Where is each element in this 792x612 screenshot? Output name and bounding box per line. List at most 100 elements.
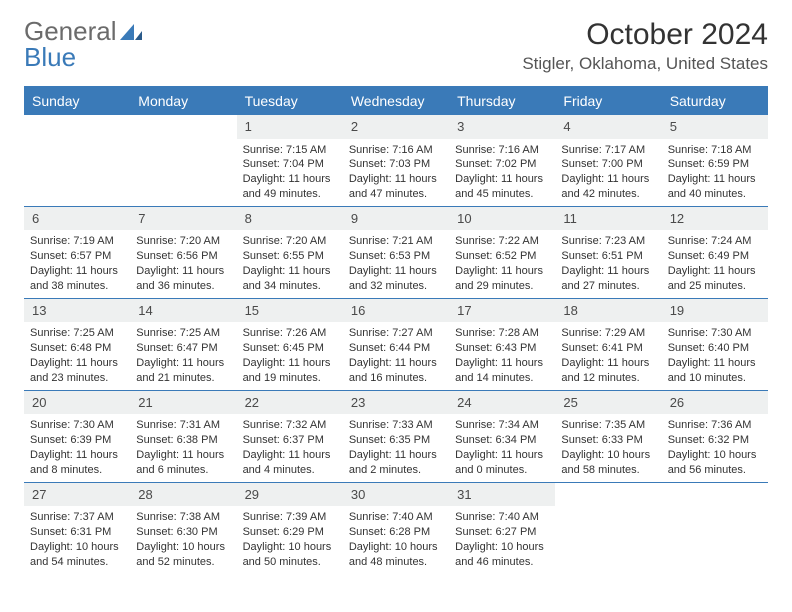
sunset-text: Sunset: 6:53 PM: [349, 249, 443, 264]
day-details: Sunrise: 7:22 AMSunset: 6:52 PMDaylight:…: [449, 230, 555, 297]
sunset-text: Sunset: 6:30 PM: [136, 525, 230, 540]
daylight-text: Daylight: 10 hours and 56 minutes.: [668, 448, 762, 478]
day-details: Sunrise: 7:27 AMSunset: 6:44 PMDaylight:…: [343, 322, 449, 389]
day-number: 20: [24, 391, 130, 415]
daylight-text: Daylight: 11 hours and 49 minutes.: [243, 172, 337, 202]
day-details: Sunrise: 7:16 AMSunset: 7:03 PMDaylight:…: [343, 139, 449, 206]
day-header: Monday: [130, 87, 236, 115]
day-of-week-row: SundayMondayTuesdayWednesdayThursdayFrid…: [24, 87, 768, 115]
daylight-text: Daylight: 11 hours and 16 minutes.: [349, 356, 443, 386]
sunset-text: Sunset: 6:37 PM: [243, 433, 337, 448]
daylight-text: Daylight: 11 hours and 10 minutes.: [668, 356, 762, 386]
day-cell: 27Sunrise: 7:37 AMSunset: 6:31 PMDayligh…: [24, 482, 130, 573]
day-number: 10: [449, 207, 555, 231]
sunrise-text: Sunrise: 7:29 AM: [561, 326, 655, 341]
sunrise-text: Sunrise: 7:19 AM: [30, 234, 124, 249]
sunset-text: Sunset: 7:00 PM: [561, 157, 655, 172]
sunset-text: Sunset: 6:29 PM: [243, 525, 337, 540]
sunrise-text: Sunrise: 7:24 AM: [668, 234, 762, 249]
sunrise-text: Sunrise: 7:30 AM: [30, 418, 124, 433]
daylight-text: Daylight: 11 hours and 2 minutes.: [349, 448, 443, 478]
sunset-text: Sunset: 6:40 PM: [668, 341, 762, 356]
sunset-text: Sunset: 7:04 PM: [243, 157, 337, 172]
sunrise-text: Sunrise: 7:25 AM: [30, 326, 124, 341]
day-details: Sunrise: 7:17 AMSunset: 7:00 PMDaylight:…: [555, 139, 661, 206]
week-row: 1Sunrise: 7:15 AMSunset: 7:04 PMDaylight…: [24, 115, 768, 207]
sunset-text: Sunset: 6:44 PM: [349, 341, 443, 356]
sunset-text: Sunset: 7:02 PM: [455, 157, 549, 172]
month-title: October 2024: [522, 18, 768, 52]
day-header: Saturday: [662, 87, 768, 115]
brand-logo: GeneralBlue: [24, 18, 142, 70]
sunset-text: Sunset: 6:41 PM: [561, 341, 655, 356]
day-details: Sunrise: 7:16 AMSunset: 7:02 PMDaylight:…: [449, 139, 555, 206]
day-number: 22: [237, 391, 343, 415]
sunrise-text: Sunrise: 7:34 AM: [455, 418, 549, 433]
day-number: 16: [343, 299, 449, 323]
day-number: 25: [555, 391, 661, 415]
sunset-text: Sunset: 6:45 PM: [243, 341, 337, 356]
sunrise-text: Sunrise: 7:33 AM: [349, 418, 443, 433]
week-row: 27Sunrise: 7:37 AMSunset: 6:31 PMDayligh…: [24, 482, 768, 573]
day-header: Thursday: [449, 87, 555, 115]
day-cell: 10Sunrise: 7:22 AMSunset: 6:52 PMDayligh…: [449, 206, 555, 298]
day-details: Sunrise: 7:19 AMSunset: 6:57 PMDaylight:…: [24, 230, 130, 297]
sunset-text: Sunset: 6:57 PM: [30, 249, 124, 264]
day-cell: 17Sunrise: 7:28 AMSunset: 6:43 PMDayligh…: [449, 298, 555, 390]
day-number: 6: [24, 207, 130, 231]
header: GeneralBlue October 2024 Stigler, Oklaho…: [24, 18, 768, 74]
day-cell: 28Sunrise: 7:38 AMSunset: 6:30 PMDayligh…: [130, 482, 236, 573]
day-number: 15: [237, 299, 343, 323]
week-row: 6Sunrise: 7:19 AMSunset: 6:57 PMDaylight…: [24, 206, 768, 298]
sunset-text: Sunset: 6:32 PM: [668, 433, 762, 448]
day-cell: [130, 115, 236, 207]
day-details: Sunrise: 7:31 AMSunset: 6:38 PMDaylight:…: [130, 414, 236, 481]
daylight-text: Daylight: 10 hours and 52 minutes.: [136, 540, 230, 570]
day-cell: [555, 482, 661, 573]
daylight-text: Daylight: 11 hours and 47 minutes.: [349, 172, 443, 202]
daylight-text: Daylight: 11 hours and 0 minutes.: [455, 448, 549, 478]
day-details: Sunrise: 7:15 AMSunset: 7:04 PMDaylight:…: [237, 139, 343, 206]
day-cell: 25Sunrise: 7:35 AMSunset: 6:33 PMDayligh…: [555, 390, 661, 482]
calendar-table: SundayMondayTuesdayWednesdayThursdayFrid…: [24, 86, 768, 574]
day-cell: 8Sunrise: 7:20 AMSunset: 6:55 PMDaylight…: [237, 206, 343, 298]
sunset-text: Sunset: 6:49 PM: [668, 249, 762, 264]
day-details: Sunrise: 7:40 AMSunset: 6:28 PMDaylight:…: [343, 506, 449, 573]
day-details: Sunrise: 7:35 AMSunset: 6:33 PMDaylight:…: [555, 414, 661, 481]
daylight-text: Daylight: 11 hours and 42 minutes.: [561, 172, 655, 202]
day-cell: 5Sunrise: 7:18 AMSunset: 6:59 PMDaylight…: [662, 115, 768, 207]
sunrise-text: Sunrise: 7:40 AM: [349, 510, 443, 525]
sunrise-text: Sunrise: 7:35 AM: [561, 418, 655, 433]
week-row: 13Sunrise: 7:25 AMSunset: 6:48 PMDayligh…: [24, 298, 768, 390]
day-details: Sunrise: 7:23 AMSunset: 6:51 PMDaylight:…: [555, 230, 661, 297]
day-cell: 24Sunrise: 7:34 AMSunset: 6:34 PMDayligh…: [449, 390, 555, 482]
sunset-text: Sunset: 6:31 PM: [30, 525, 124, 540]
day-number: 26: [662, 391, 768, 415]
daylight-text: Daylight: 11 hours and 38 minutes.: [30, 264, 124, 294]
day-number: 23: [343, 391, 449, 415]
week-row: 20Sunrise: 7:30 AMSunset: 6:39 PMDayligh…: [24, 390, 768, 482]
day-cell: 22Sunrise: 7:32 AMSunset: 6:37 PMDayligh…: [237, 390, 343, 482]
location-subtitle: Stigler, Oklahoma, United States: [522, 54, 768, 74]
day-number: 31: [449, 483, 555, 507]
daylight-text: Daylight: 10 hours and 48 minutes.: [349, 540, 443, 570]
day-details: Sunrise: 7:39 AMSunset: 6:29 PMDaylight:…: [237, 506, 343, 573]
day-number: 5: [662, 115, 768, 139]
day-cell: [662, 482, 768, 573]
logo-sail-icon: [120, 18, 142, 34]
sunrise-text: Sunrise: 7:18 AM: [668, 143, 762, 158]
sunset-text: Sunset: 6:34 PM: [455, 433, 549, 448]
sunrise-text: Sunrise: 7:36 AM: [668, 418, 762, 433]
day-number: 18: [555, 299, 661, 323]
sunset-text: Sunset: 6:55 PM: [243, 249, 337, 264]
day-number: 12: [662, 207, 768, 231]
daylight-text: Daylight: 11 hours and 34 minutes.: [243, 264, 337, 294]
day-cell: 7Sunrise: 7:20 AMSunset: 6:56 PMDaylight…: [130, 206, 236, 298]
daylight-text: Daylight: 11 hours and 23 minutes.: [30, 356, 124, 386]
sunset-text: Sunset: 6:38 PM: [136, 433, 230, 448]
day-details: Sunrise: 7:38 AMSunset: 6:30 PMDaylight:…: [130, 506, 236, 573]
day-details: Sunrise: 7:30 AMSunset: 6:39 PMDaylight:…: [24, 414, 130, 481]
day-cell: 11Sunrise: 7:23 AMSunset: 6:51 PMDayligh…: [555, 206, 661, 298]
daylight-text: Daylight: 11 hours and 40 minutes.: [668, 172, 762, 202]
day-number: 19: [662, 299, 768, 323]
